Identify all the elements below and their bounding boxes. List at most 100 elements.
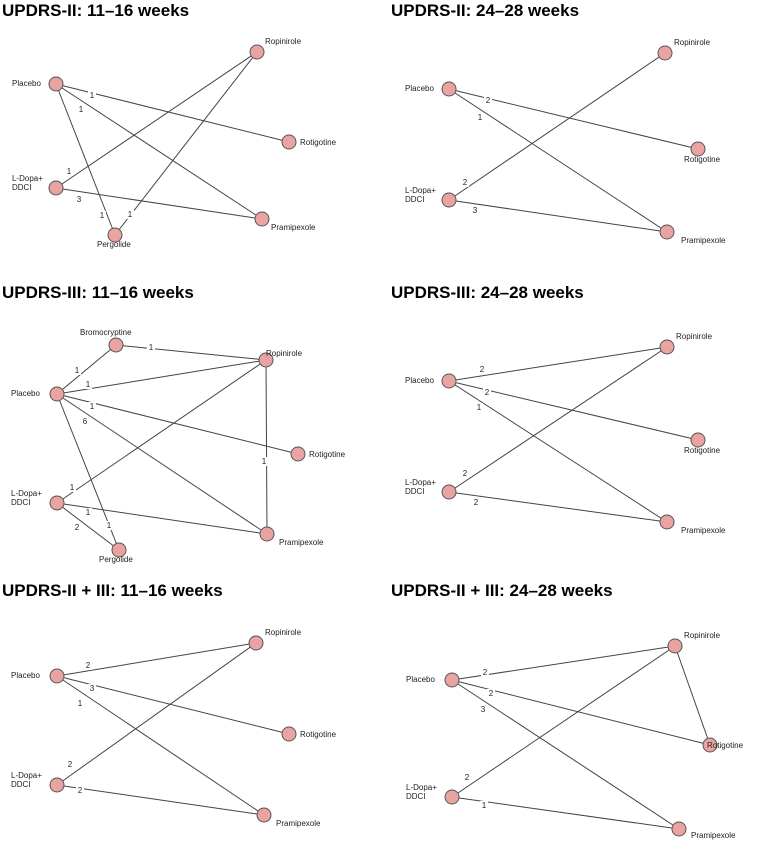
edge-label-background bbox=[73, 523, 81, 532]
node-label-placebo: Placebo bbox=[406, 675, 435, 684]
node-rotigotine bbox=[702, 737, 718, 753]
edge-label-background bbox=[478, 365, 486, 374]
node-placebo bbox=[441, 81, 457, 97]
nodes: Placebo L-Dopa+ DDCI Ropinirole Rotigotine Pr… bbox=[406, 631, 744, 840]
nodes: Placebo L-Dopa+ DDCI Pergolide Ropinirole Rot… bbox=[12, 37, 337, 249]
edge-label-ldopa-ropinirole: 1 bbox=[67, 167, 72, 176]
edge-ldopa-pramipexole bbox=[55, 187, 263, 220]
edge-label-background bbox=[76, 786, 84, 795]
panel-title: UPDRS-III: 24–28 weeks bbox=[391, 283, 584, 302]
edge-label-background bbox=[475, 403, 483, 412]
node-label-placebo: Placebo bbox=[405, 376, 434, 385]
edge-label-background bbox=[260, 457, 268, 466]
node-label-placebo: Placebo bbox=[12, 79, 41, 88]
panel-title: UPDRS-II: 11–16 weeks bbox=[2, 1, 189, 20]
edge-label-background bbox=[463, 773, 471, 782]
node-rotigotine bbox=[690, 432, 706, 448]
edge-label-ldopa-ropinirole: 1 bbox=[70, 483, 75, 492]
edge-label-ropinirole-pramipexole: 1 bbox=[262, 457, 267, 466]
edge-label-pergolide-ropinirole: 1 bbox=[128, 210, 133, 219]
edge-ldopa-ropinirole bbox=[448, 346, 668, 493]
nodes: Placebo L-Dopa+ DDCI Ropinirole Rotigotine Pr… bbox=[405, 332, 726, 535]
edge-label-background bbox=[88, 402, 96, 411]
panel-updrs-ii-iii-11-16: UPDRS-II + III: 11–16 weeks 23122Placebo… bbox=[2, 581, 337, 828]
edge-label-background bbox=[65, 167, 73, 176]
edge-label-placebo-pramipexole: 3 bbox=[481, 705, 486, 714]
node-pramipexole bbox=[671, 821, 687, 837]
edge-ropinirole-rotigotine bbox=[674, 645, 711, 746]
edge-label-placebo-ropinirole: 2 bbox=[86, 661, 91, 670]
edge-label-background bbox=[487, 689, 495, 698]
node-rotigotine bbox=[290, 446, 306, 462]
node-ropinirole bbox=[248, 635, 264, 651]
node-placebo bbox=[49, 668, 65, 684]
nodes: Placebo L-Dopa+ DDCI Ropinirole Rotigotine Pr… bbox=[405, 38, 726, 245]
node-ldopa bbox=[49, 495, 65, 511]
edge-ldopa-ropinirole bbox=[451, 645, 676, 798]
edge-ldopa-ropinirole bbox=[56, 642, 257, 786]
edge-label-placebo-pramipexole: 1 bbox=[79, 105, 84, 114]
edge-ldopa-pramipexole bbox=[448, 199, 668, 233]
edge-label-placebo-pramipexole: 1 bbox=[477, 403, 482, 412]
node-label-ropinirole: Ropinirole bbox=[265, 628, 302, 637]
edge-label-background bbox=[84, 508, 92, 517]
node-label-pergolide: Pergolide bbox=[97, 240, 131, 249]
edge-placebo-pramipexole bbox=[451, 679, 680, 830]
edge-ldopa-ropinirole bbox=[55, 51, 258, 189]
panel-updrs-iii-24-28: UPDRS-III: 24–28 weeks 22122PlaceboL-Dop… bbox=[391, 283, 726, 535]
node-label-placebo: Placebo bbox=[11, 389, 40, 398]
node-pergolide bbox=[111, 542, 127, 558]
edge-label-bromocriptine-ropinirole: 1 bbox=[149, 343, 154, 352]
node-label-rotigotine: Rotigotine bbox=[309, 450, 346, 459]
node-label-ropinirole: Ropinirole bbox=[684, 631, 721, 640]
edge-ropinirole-pramipexole bbox=[265, 359, 268, 535]
edge-label-ldopa-pramipexole: 2 bbox=[78, 786, 83, 795]
edge-label-placebo-pramipexole: 1 bbox=[478, 113, 483, 122]
node-placebo bbox=[48, 76, 64, 92]
edge-label-placebo-bromocriptine: 1 bbox=[75, 366, 80, 375]
node-rotigotine bbox=[690, 141, 706, 157]
edge-ldopa-ropinirole bbox=[448, 52, 666, 201]
edge-label-placebo-pramipexole: 1 bbox=[78, 699, 83, 708]
edge-label-background bbox=[483, 388, 491, 397]
edge-label-background bbox=[98, 211, 106, 220]
edge-label-background bbox=[77, 105, 85, 114]
edge-label-ldopa-ropinirole: 2 bbox=[465, 773, 470, 782]
edge-ldopa-pramipexole bbox=[56, 784, 265, 816]
edge-label-ldopa-ropinirole: 2 bbox=[68, 760, 73, 769]
node-placebo bbox=[441, 373, 457, 389]
edges: 2 31 2 2 bbox=[56, 642, 290, 816]
edge-label-placebo-ropinirole: 2 bbox=[480, 365, 485, 374]
node-label-pergolide: Pergolide bbox=[99, 555, 133, 564]
edge-placebo-bromocriptine bbox=[56, 344, 117, 395]
edge-label-background bbox=[66, 760, 74, 769]
edge-label-ldopa-ropinirole: 2 bbox=[463, 178, 468, 187]
node-label-placebo: Placebo bbox=[405, 84, 434, 93]
node-ropinirole bbox=[249, 44, 265, 60]
node-label-ropinirole: Ropinirole bbox=[265, 37, 302, 46]
node-label-ropinirole: Ropinirole bbox=[674, 38, 711, 47]
edge-label-placebo-ropinirole: 2 bbox=[483, 668, 488, 677]
nodes: Placebo L-Dopa+ DDCI Ropinirole Rotigotine Pr… bbox=[11, 628, 337, 828]
edge-label-background bbox=[75, 195, 83, 204]
edge-placebo-pramipexole bbox=[448, 88, 668, 233]
edge-label-background bbox=[471, 206, 479, 215]
edge-label-background bbox=[68, 483, 76, 492]
edge-label-ldopa-ropinirole: 2 bbox=[463, 469, 468, 478]
panel-title: UPDRS-III: 11–16 weeks bbox=[2, 283, 194, 302]
node-pergolide bbox=[107, 227, 123, 243]
edge-label-background bbox=[84, 661, 92, 670]
edge-label-ldopa-pramipexole: 3 bbox=[473, 206, 478, 215]
node-rotigotine bbox=[281, 726, 297, 742]
node-label-rotigotine: Rotigotine bbox=[684, 155, 721, 164]
edge-ldopa-pergolide bbox=[56, 502, 120, 551]
node-label-bromocriptine: Bromocryptine bbox=[80, 328, 132, 337]
node-ropinirole bbox=[659, 339, 675, 355]
edge-label-placebo-rotigotine: 1 bbox=[90, 91, 95, 100]
node-label-ropinirole: Ropinirole bbox=[676, 332, 713, 341]
node-label-ldopa: L-Dopa+ DDCI bbox=[405, 478, 436, 496]
edge-label-background bbox=[147, 343, 155, 352]
node-label-ropinirole: Ropinirole bbox=[266, 349, 303, 358]
edge-label-ldopa-pramipexole: 2 bbox=[474, 498, 479, 507]
